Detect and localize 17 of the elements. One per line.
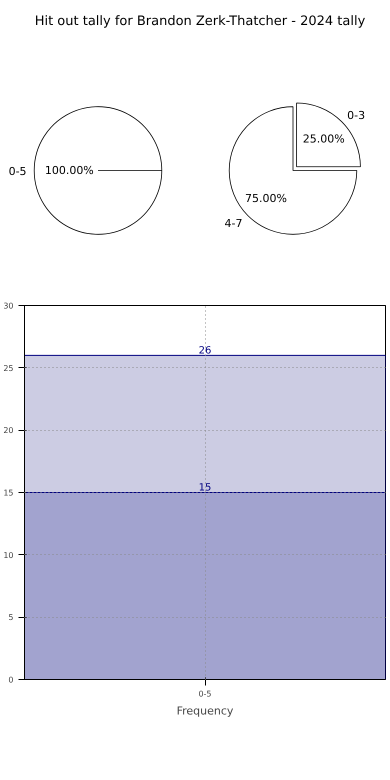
slice-label: 0-3	[347, 109, 366, 122]
data-label: 25.00%	[302, 132, 345, 146]
data-label: 100.00%	[44, 164, 94, 177]
slice-label: 4-7	[224, 217, 242, 230]
y-tick-label: 10	[3, 550, 14, 560]
text: Hit out tally for Brandon Zerk-Thatcher - 2024 tally	[34, 13, 366, 31]
x-axis-title: Frequency	[176, 704, 234, 718]
y-tick-label: 5	[8, 613, 14, 622]
data-label: 15	[198, 482, 212, 494]
y-tick-label: 25	[3, 364, 14, 373]
total-label: 26	[198, 345, 212, 356]
y-tick-label: 20	[3, 426, 14, 436]
y-tick-label: 30	[3, 302, 14, 310]
y-tick-label: 0	[8, 676, 14, 684]
data-label: 75.00%	[244, 192, 287, 205]
y-tick-label: 15	[3, 488, 14, 498]
slice-label: 0-5	[8, 165, 27, 178]
